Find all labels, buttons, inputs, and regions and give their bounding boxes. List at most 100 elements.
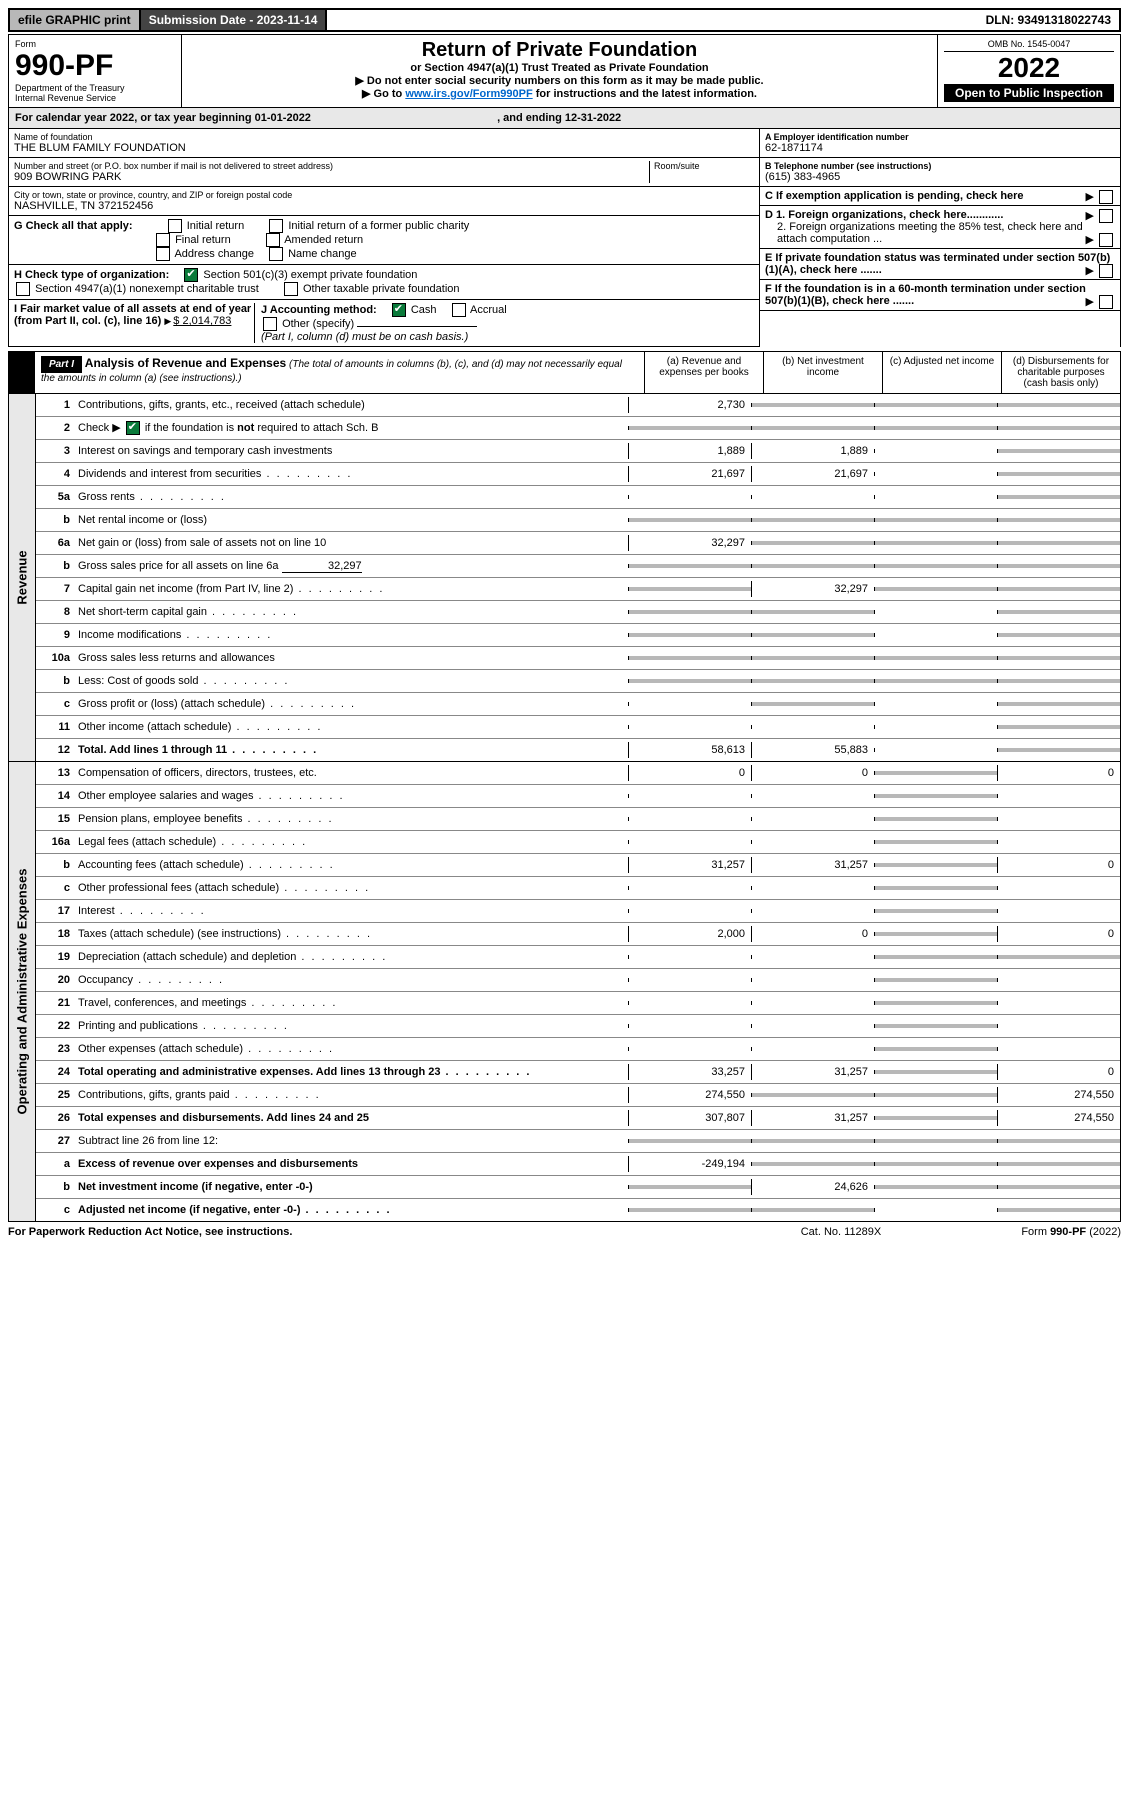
l27c-txt: Adjusted net income (if negative, enter …: [74, 1202, 628, 1218]
l19-txt: Depreciation (attach schedule) and deple…: [74, 949, 628, 965]
chk-4947[interactable]: [16, 282, 30, 296]
addr-lbl: Number and street (or P.O. box number if…: [14, 161, 649, 171]
j-note: (Part I, column (d) must be on cash basi…: [261, 331, 468, 343]
chk-accrual[interactable]: [452, 303, 466, 317]
l16c-txt: Other professional fees (attach schedule…: [74, 880, 628, 896]
opt-final: Final return: [175, 234, 231, 246]
chk-initial-former[interactable]: [269, 219, 283, 233]
chk-e[interactable]: [1099, 264, 1113, 278]
chk-addr-change[interactable]: [156, 247, 170, 261]
l6b-inline: 32,297: [282, 560, 362, 573]
l24-d: 0: [997, 1064, 1120, 1080]
cal-begin: 01-01-2022: [255, 112, 311, 124]
l16a-txt: Legal fees (attach schedule): [74, 834, 628, 850]
dept: Department of the Treasury: [15, 83, 175, 93]
l25-txt: Contributions, gifts, grants paid: [74, 1087, 628, 1103]
l16b-txt: Accounting fees (attach schedule): [74, 857, 628, 873]
chk-c[interactable]: [1099, 190, 1113, 204]
l12-txt: Total. Add lines 1 through 11: [74, 742, 628, 758]
l9-txt: Income modifications: [74, 627, 628, 643]
l25-a: 274,550: [628, 1087, 751, 1103]
l24-txt: Total operating and administrative expen…: [74, 1064, 628, 1080]
warn: ▶ Do not enter social security numbers o…: [188, 74, 931, 87]
l3-a: 1,889: [628, 443, 751, 459]
opt-cash: Cash: [411, 304, 437, 316]
chk-amended[interactable]: [266, 233, 280, 247]
goto-link[interactable]: www.irs.gov/Form990PF: [405, 88, 532, 100]
form-word: Form: [15, 39, 175, 49]
room-lbl: Room/suite: [654, 161, 754, 171]
l18-txt: Taxes (attach schedule) (see instruction…: [74, 926, 628, 942]
entity-info: Name of foundation THE BLUM FAMILY FOUND…: [8, 129, 1121, 347]
e-lbl: E If private foundation status was termi…: [765, 252, 1110, 276]
name-lbl: Name of foundation: [14, 132, 754, 142]
l12-a: 58,613: [628, 742, 751, 758]
form-title: Return of Private Foundation: [188, 39, 931, 62]
l3-txt: Interest on savings and temporary cash i…: [74, 443, 628, 459]
chk-final[interactable]: [156, 233, 170, 247]
l13-d: 0: [997, 765, 1120, 781]
expenses-label: Operating and Administrative Expenses: [15, 869, 30, 1115]
l5a-txt: Gross rents: [74, 489, 628, 505]
chk-name-change[interactable]: [269, 247, 283, 261]
l8-txt: Net short-term capital gain: [74, 604, 628, 620]
dln: DLN: 93491318022743: [978, 10, 1119, 30]
l16b-b: 31,257: [751, 857, 874, 873]
expenses-section: Operating and Administrative Expenses 13…: [8, 762, 1121, 1222]
chk-other-method[interactable]: [263, 317, 277, 331]
omb: OMB No. 1545-0047: [944, 39, 1114, 52]
l1-txt: Contributions, gifts, grants, etc., rece…: [74, 397, 628, 413]
opt-accrual: Accrual: [470, 304, 507, 316]
l27-txt: Subtract line 26 from line 12:: [74, 1133, 628, 1149]
l6a-a: 32,297: [628, 535, 751, 551]
chk-schb[interactable]: [126, 421, 140, 435]
opt-amended: Amended return: [284, 234, 363, 246]
opt-other-tax: Other taxable private foundation: [303, 283, 460, 295]
l10a-txt: Gross sales less returns and allowances: [74, 650, 628, 666]
open-public: Open to Public Inspection: [944, 84, 1114, 102]
j-lbl: J Accounting method:: [261, 304, 377, 316]
l24-a: 33,257: [628, 1064, 751, 1080]
opt-initial: Initial return: [187, 220, 244, 232]
l13-a: 0: [628, 765, 751, 781]
h-lbl: H Check type of organization:: [14, 269, 169, 281]
l26-d: 274,550: [997, 1110, 1120, 1126]
foundation-name: THE BLUM FAMILY FOUNDATION: [14, 142, 754, 154]
l26-b: 31,257: [751, 1110, 874, 1126]
l16b-a: 31,257: [628, 857, 751, 873]
l13-txt: Compensation of officers, directors, tru…: [74, 765, 628, 781]
l7-txt: Capital gain net income (from Part IV, l…: [74, 581, 628, 597]
l17-txt: Interest: [74, 903, 628, 919]
chk-initial[interactable]: [168, 219, 182, 233]
efile-print-button[interactable]: efile GRAPHIC print: [10, 10, 141, 30]
submission-date: Submission Date - 2023-11-14: [141, 10, 328, 30]
l27b-txt: Net investment income (if negative, ente…: [74, 1179, 628, 1195]
col-c-hdr: (c) Adjusted net income: [882, 352, 1001, 393]
l18-a: 2,000: [628, 926, 751, 942]
form-footer: Form 990-PF (2022): [941, 1226, 1121, 1238]
fmv: $ 2,014,783: [173, 315, 231, 327]
chk-d1[interactable]: [1099, 209, 1113, 223]
footer: For Paperwork Reduction Act Notice, see …: [8, 1222, 1121, 1242]
l27a-a: -249,194: [628, 1156, 751, 1172]
l4-b: 21,697: [751, 466, 874, 482]
opt-4947: Section 4947(a)(1) nonexempt charitable …: [35, 283, 259, 295]
l23-txt: Other expenses (attach schedule): [74, 1041, 628, 1057]
l1-a: 2,730: [628, 397, 751, 413]
l18-b: 0: [751, 926, 874, 942]
chk-501c3[interactable]: [184, 268, 198, 282]
l4-txt: Dividends and interest from securities: [74, 466, 628, 482]
l11-txt: Other income (attach schedule): [74, 719, 628, 735]
chk-other-tax[interactable]: [284, 282, 298, 296]
calendar-year-row: For calendar year 2022, or tax year begi…: [8, 108, 1121, 129]
chk-f[interactable]: [1099, 295, 1113, 309]
chk-d2[interactable]: [1099, 233, 1113, 247]
l20-txt: Occupancy: [74, 972, 628, 988]
spacer: [327, 10, 977, 30]
l6a-txt: Net gain or (loss) from sale of assets n…: [74, 535, 628, 551]
revenue-section: Revenue 1Contributions, gifts, grants, e…: [8, 394, 1121, 762]
top-bar: efile GRAPHIC print Submission Date - 20…: [8, 8, 1121, 32]
l26-txt: Total expenses and disbursements. Add li…: [74, 1110, 628, 1126]
chk-cash[interactable]: [392, 303, 406, 317]
opt-name: Name change: [288, 248, 357, 260]
